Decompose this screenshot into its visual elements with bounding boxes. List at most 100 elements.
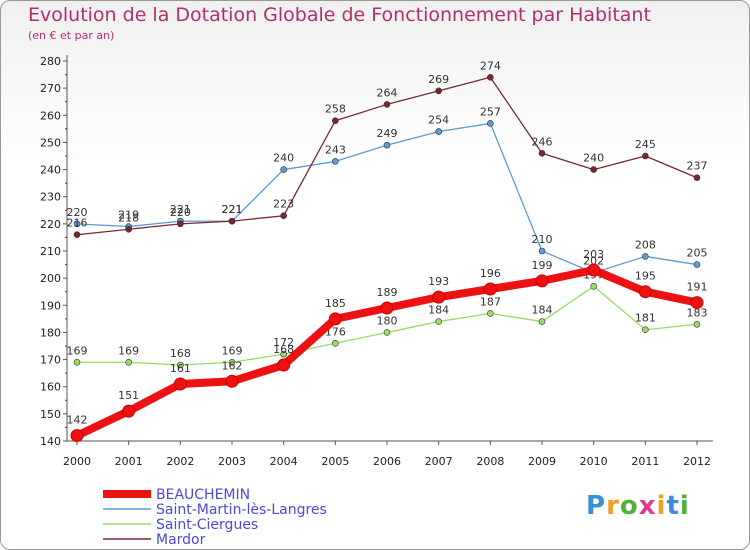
data-label: 184 [532,304,553,317]
data-point [125,225,132,233]
logo-letter: i [656,491,667,521]
y-tick-label: 180 [40,326,61,339]
data-label: 202 [583,255,604,268]
data-point [73,358,81,366]
data-label: 203 [583,248,604,261]
data-label: 162 [222,359,243,372]
data-label: 223 [273,198,294,211]
data-label: 216 [67,217,88,230]
data-point [487,73,494,81]
data-label: 181 [635,312,656,325]
data-label: 264 [377,86,398,99]
y-tick-label: 270 [40,82,61,95]
data-label: 240 [583,152,604,165]
data-label: 257 [480,105,501,118]
data-point [332,158,339,165]
data-label: 220 [67,206,88,219]
data-point [535,274,549,288]
data-point [693,174,701,182]
data-label: 205 [687,247,708,260]
data-point [228,217,236,225]
logo-letter: o [619,491,639,521]
data-point [487,310,494,317]
data-label: 221 [170,203,191,216]
chart-title: Evolution de la Dotation Globale de Fonc… [28,4,651,26]
data-point [590,166,597,173]
data-point [538,247,546,255]
x-tick-label: 2007 [425,455,453,468]
data-point [173,377,187,391]
data-point [538,149,546,157]
legend-label: Saint-Ciergues [156,517,258,533]
data-point [383,101,391,108]
data-point [277,358,291,372]
data-point [73,231,81,239]
data-label: 274 [480,59,501,72]
data-label: 243 [325,143,346,156]
data-label: 210 [532,233,553,246]
x-tick-label: 2008 [476,455,504,468]
data-point [693,320,701,328]
x-tick-label: 2011 [631,455,659,468]
data-label: 199 [532,259,553,272]
data-label: 169 [67,344,88,357]
data-label: 189 [377,286,398,299]
data-label: 169 [118,344,139,357]
data-label: 196 [480,267,501,280]
x-tick-label: 2010 [580,455,608,468]
data-point [435,318,442,325]
data-point [538,318,546,325]
data-point [587,263,601,277]
data-point [280,350,287,358]
data-label: 219 [118,209,139,222]
y-tick-label: 160 [40,381,61,394]
logo-letter: P [586,491,607,521]
data-label: 245 [635,138,656,151]
data-label: 193 [428,275,449,288]
y-tick-label: 280 [40,55,61,68]
y-tick-label: 230 [40,191,61,204]
logo-letter: t [666,491,680,521]
data-point [332,117,339,125]
data-point [383,329,391,336]
data-label: 240 [273,152,294,165]
logo-letter: x [638,491,657,521]
x-tick-label: 2005 [321,455,349,468]
data-point [280,166,287,173]
data-point [435,87,442,95]
data-label: 172 [273,336,294,349]
data-point [590,282,597,290]
y-tick-label: 170 [40,354,61,367]
data-point [177,361,184,369]
data-label: 246 [532,135,553,148]
data-label: 183 [687,306,708,319]
data-point [642,253,649,260]
data-label: 191 [687,281,708,294]
data-label: 258 [325,103,346,116]
data-point [177,220,184,228]
y-tick-label: 190 [40,299,61,312]
data-label: 161 [170,362,191,375]
logo-letter: i [679,491,690,521]
data-label: 168 [170,347,191,360]
data-point [125,358,132,366]
data-label: 220 [170,206,191,219]
data-label: 168 [273,343,294,356]
data-point [435,128,442,135]
data-label: 187 [480,295,501,308]
data-point [280,212,287,220]
chart-subtitle: (en € et par an) [28,29,115,42]
y-tick-label: 240 [40,164,61,177]
data-point [432,290,446,304]
data-label: 221 [222,203,243,216]
data-point [328,312,342,326]
data-label: 218 [118,211,139,224]
data-label: 142 [67,414,88,427]
data-point [70,429,84,443]
data-label: 184 [428,304,449,317]
data-point [73,220,81,228]
y-tick-label: 260 [40,109,61,122]
data-point [693,261,701,268]
data-point [225,374,239,388]
